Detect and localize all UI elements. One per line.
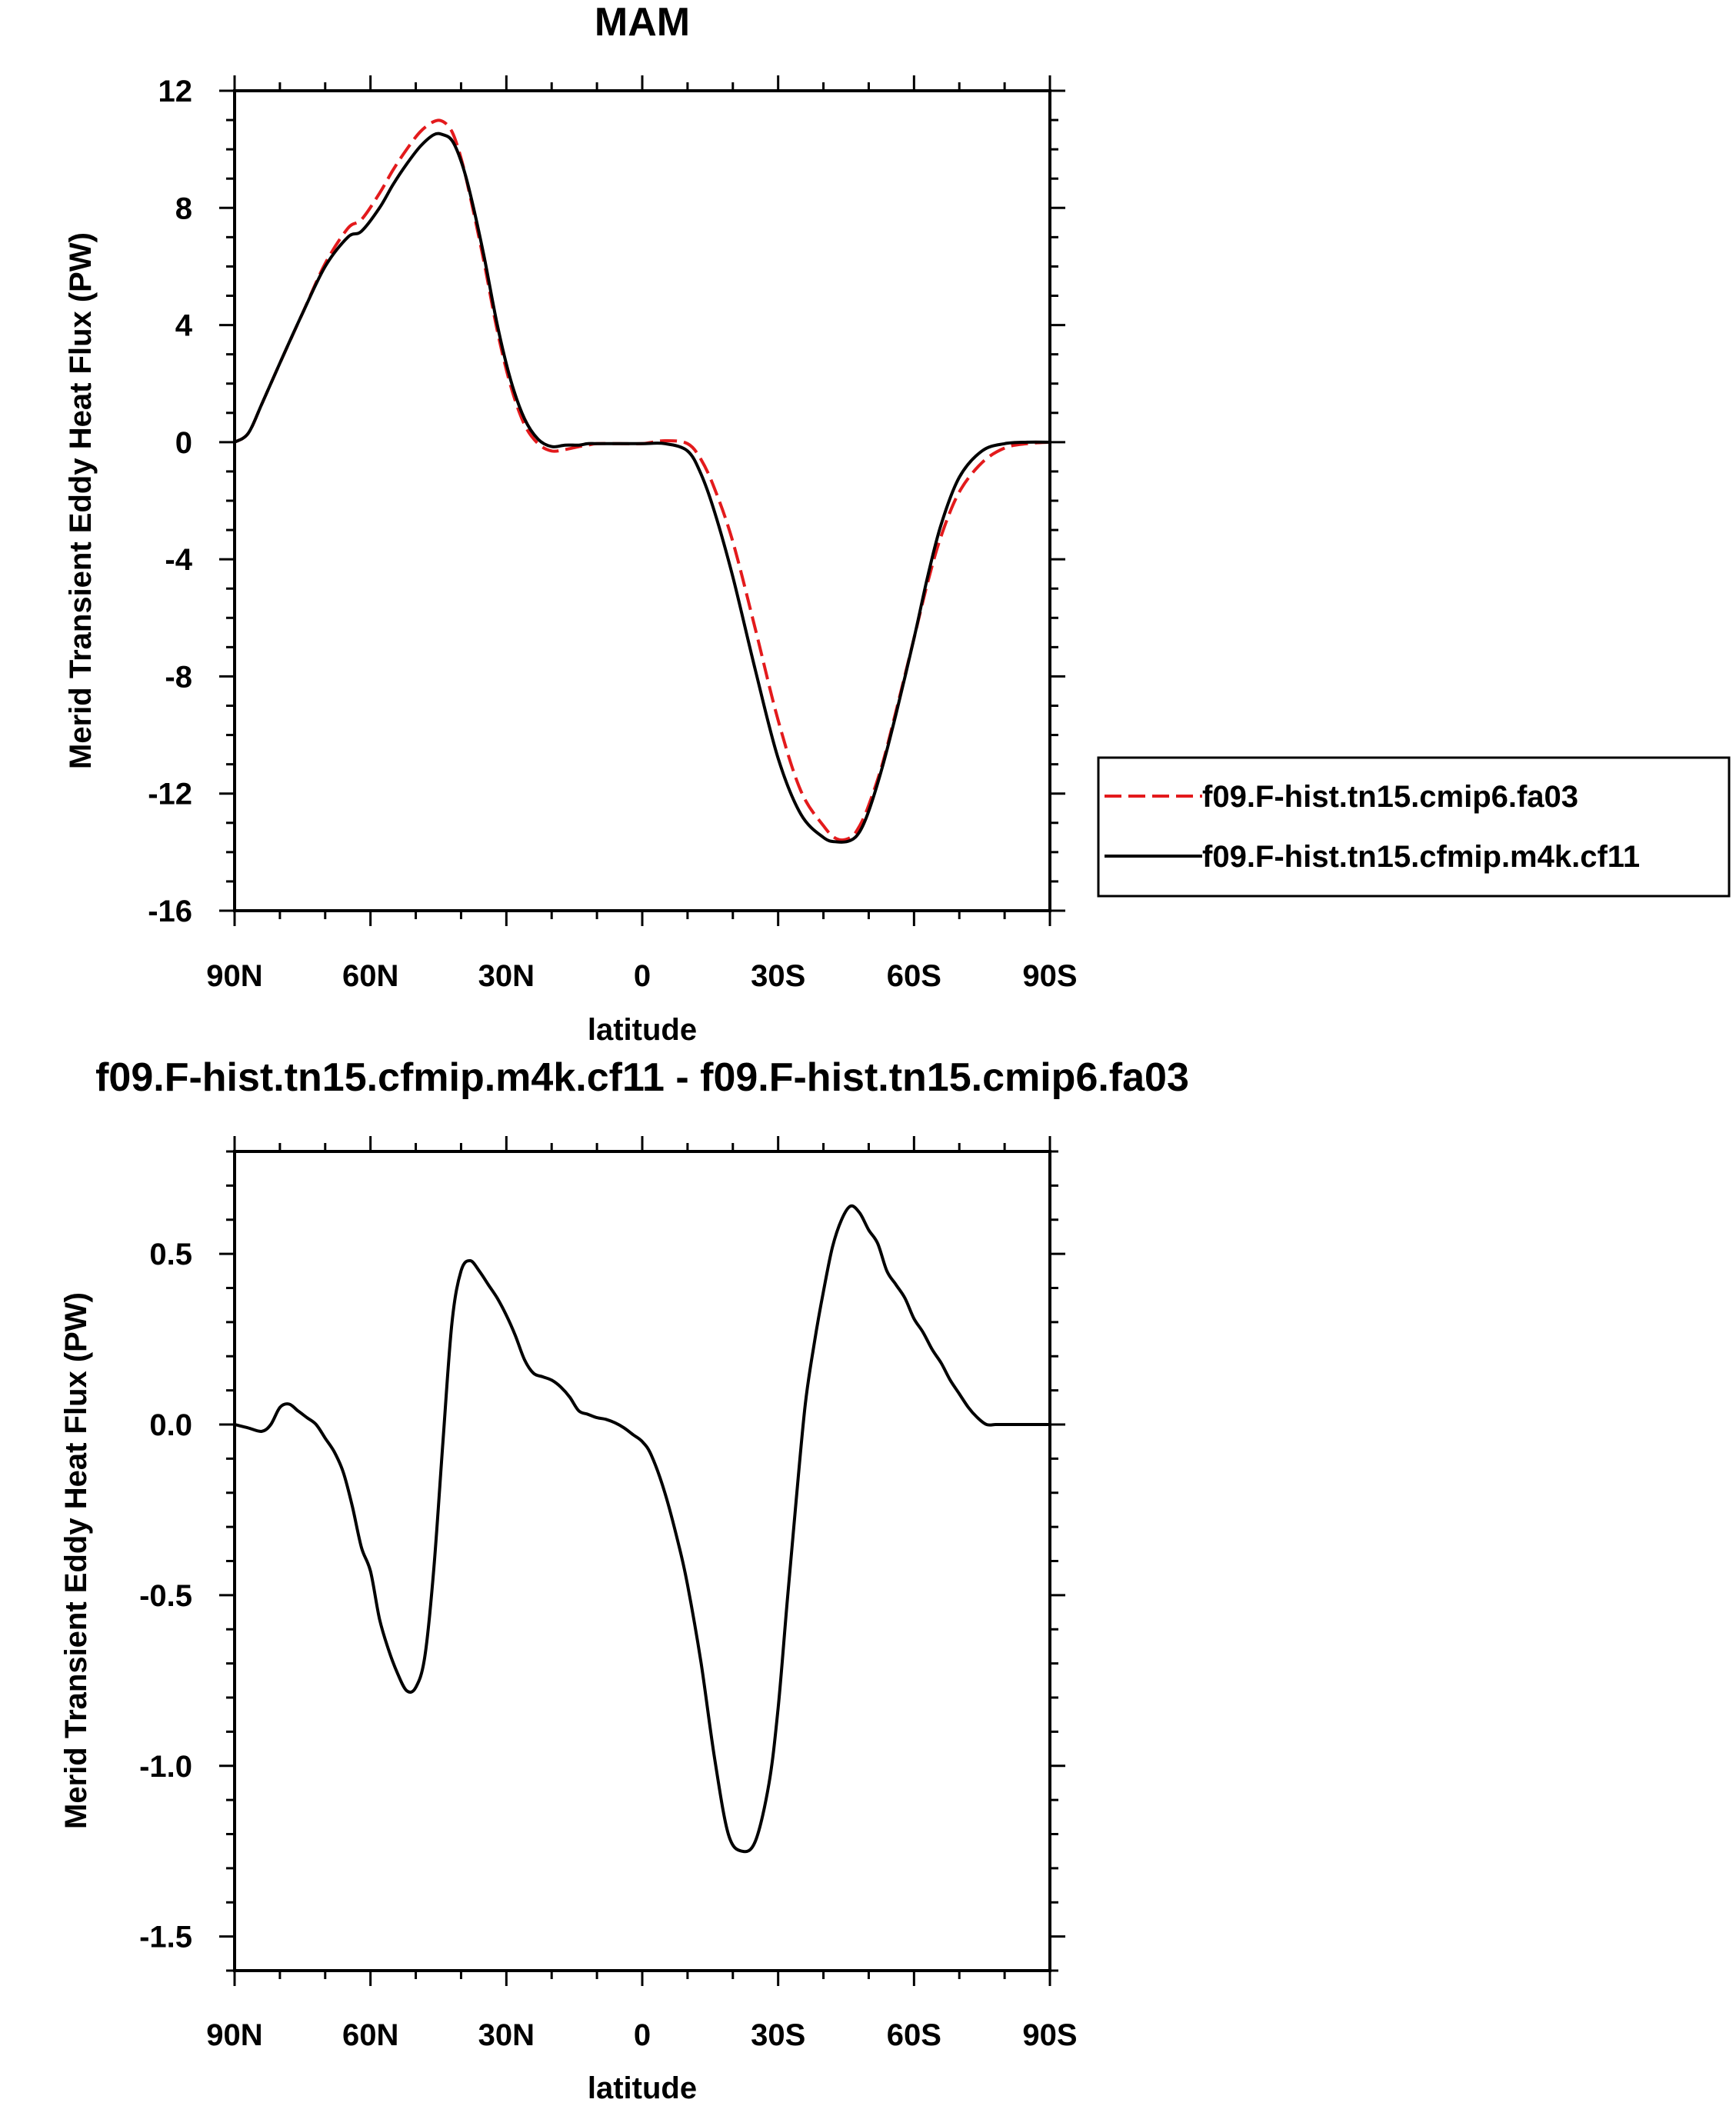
x-tick-label: 60N [342, 959, 398, 993]
chart-title: f09.F-hist.tn15.cfmip.m4k.cf11 - f09.F-h… [95, 1055, 1189, 1100]
x-tick-label: 90N [206, 959, 262, 993]
plot-frame [233, 1150, 1051, 1972]
x-axis-title: latitude [588, 2071, 697, 2105]
y-tick-label: 0 [175, 426, 192, 460]
x-tick-label: 90N [206, 2018, 262, 2052]
x-axis-title: latitude [588, 1013, 697, 1047]
series-line-0 [235, 118, 1050, 842]
x-tick-label: 90S [1022, 959, 1077, 993]
top-chart: MAM 90N 60N 30N 0 30S 60S 90S 12 8 4 0 -4 -8 -12 -16 lat… [64, 0, 1731, 1047]
x-tick-label: 30S [751, 959, 805, 993]
y-tick-label: 0.5 [149, 1238, 192, 1271]
y-tick-label: -1.5 [139, 1921, 192, 1954]
y-axis-title: Merid Transient Eddy Heat Flux (PW) [59, 1292, 93, 1829]
y-tick-label: 8 [175, 192, 192, 225]
x-tick-label: 30N [478, 2018, 535, 2052]
legend-label-1: f09.F-hist.tn15.cfmip.m4k.cf11 [1202, 840, 1640, 874]
x-tick-label: 30N [478, 959, 535, 993]
y-tick-label: -1.0 [139, 1750, 192, 1784]
x-tick-label: 0 [634, 959, 651, 993]
x-tick-label: 60S [887, 959, 941, 993]
legend-label-0: f09.F-hist.tn15.cmip6.fa03 [1202, 780, 1578, 814]
plot-frame [233, 89, 1051, 912]
y-tick-label: 12 [158, 75, 193, 108]
bottom-chart: f09.F-hist.tn15.cfmip.m4k.cf11 - f09.F-h… [59, 1055, 1189, 2105]
x-tick-label: 90S [1022, 2018, 1077, 2052]
y-tick-label: -0.5 [139, 1579, 192, 1613]
y-tick-label: 4 [175, 309, 193, 343]
x-tick-label: 0 [634, 2018, 651, 2052]
series-line-0 [235, 1204, 1050, 1854]
legend-box [1097, 756, 1731, 898]
x-tick-label: 30S [751, 2018, 805, 2052]
y-tick-label: -12 [148, 778, 192, 811]
y-tick-label: -16 [148, 895, 192, 928]
series-line-1 [235, 132, 1050, 844]
y-tick-label: 0.0 [149, 1408, 192, 1442]
legend: f09.F-hist.tn15.cmip6.fa03 f09.F-hist.tn1… [1097, 756, 1731, 898]
x-tick-label: 60S [887, 2018, 941, 2052]
chart-title: MAM [595, 0, 690, 45]
x-tick-label: 60N [342, 2018, 398, 2052]
y-tick-label: -4 [165, 543, 192, 577]
y-tick-label: -8 [165, 660, 192, 694]
y-axis-title: Merid Transient Eddy Heat Flux (PW) [64, 232, 98, 769]
